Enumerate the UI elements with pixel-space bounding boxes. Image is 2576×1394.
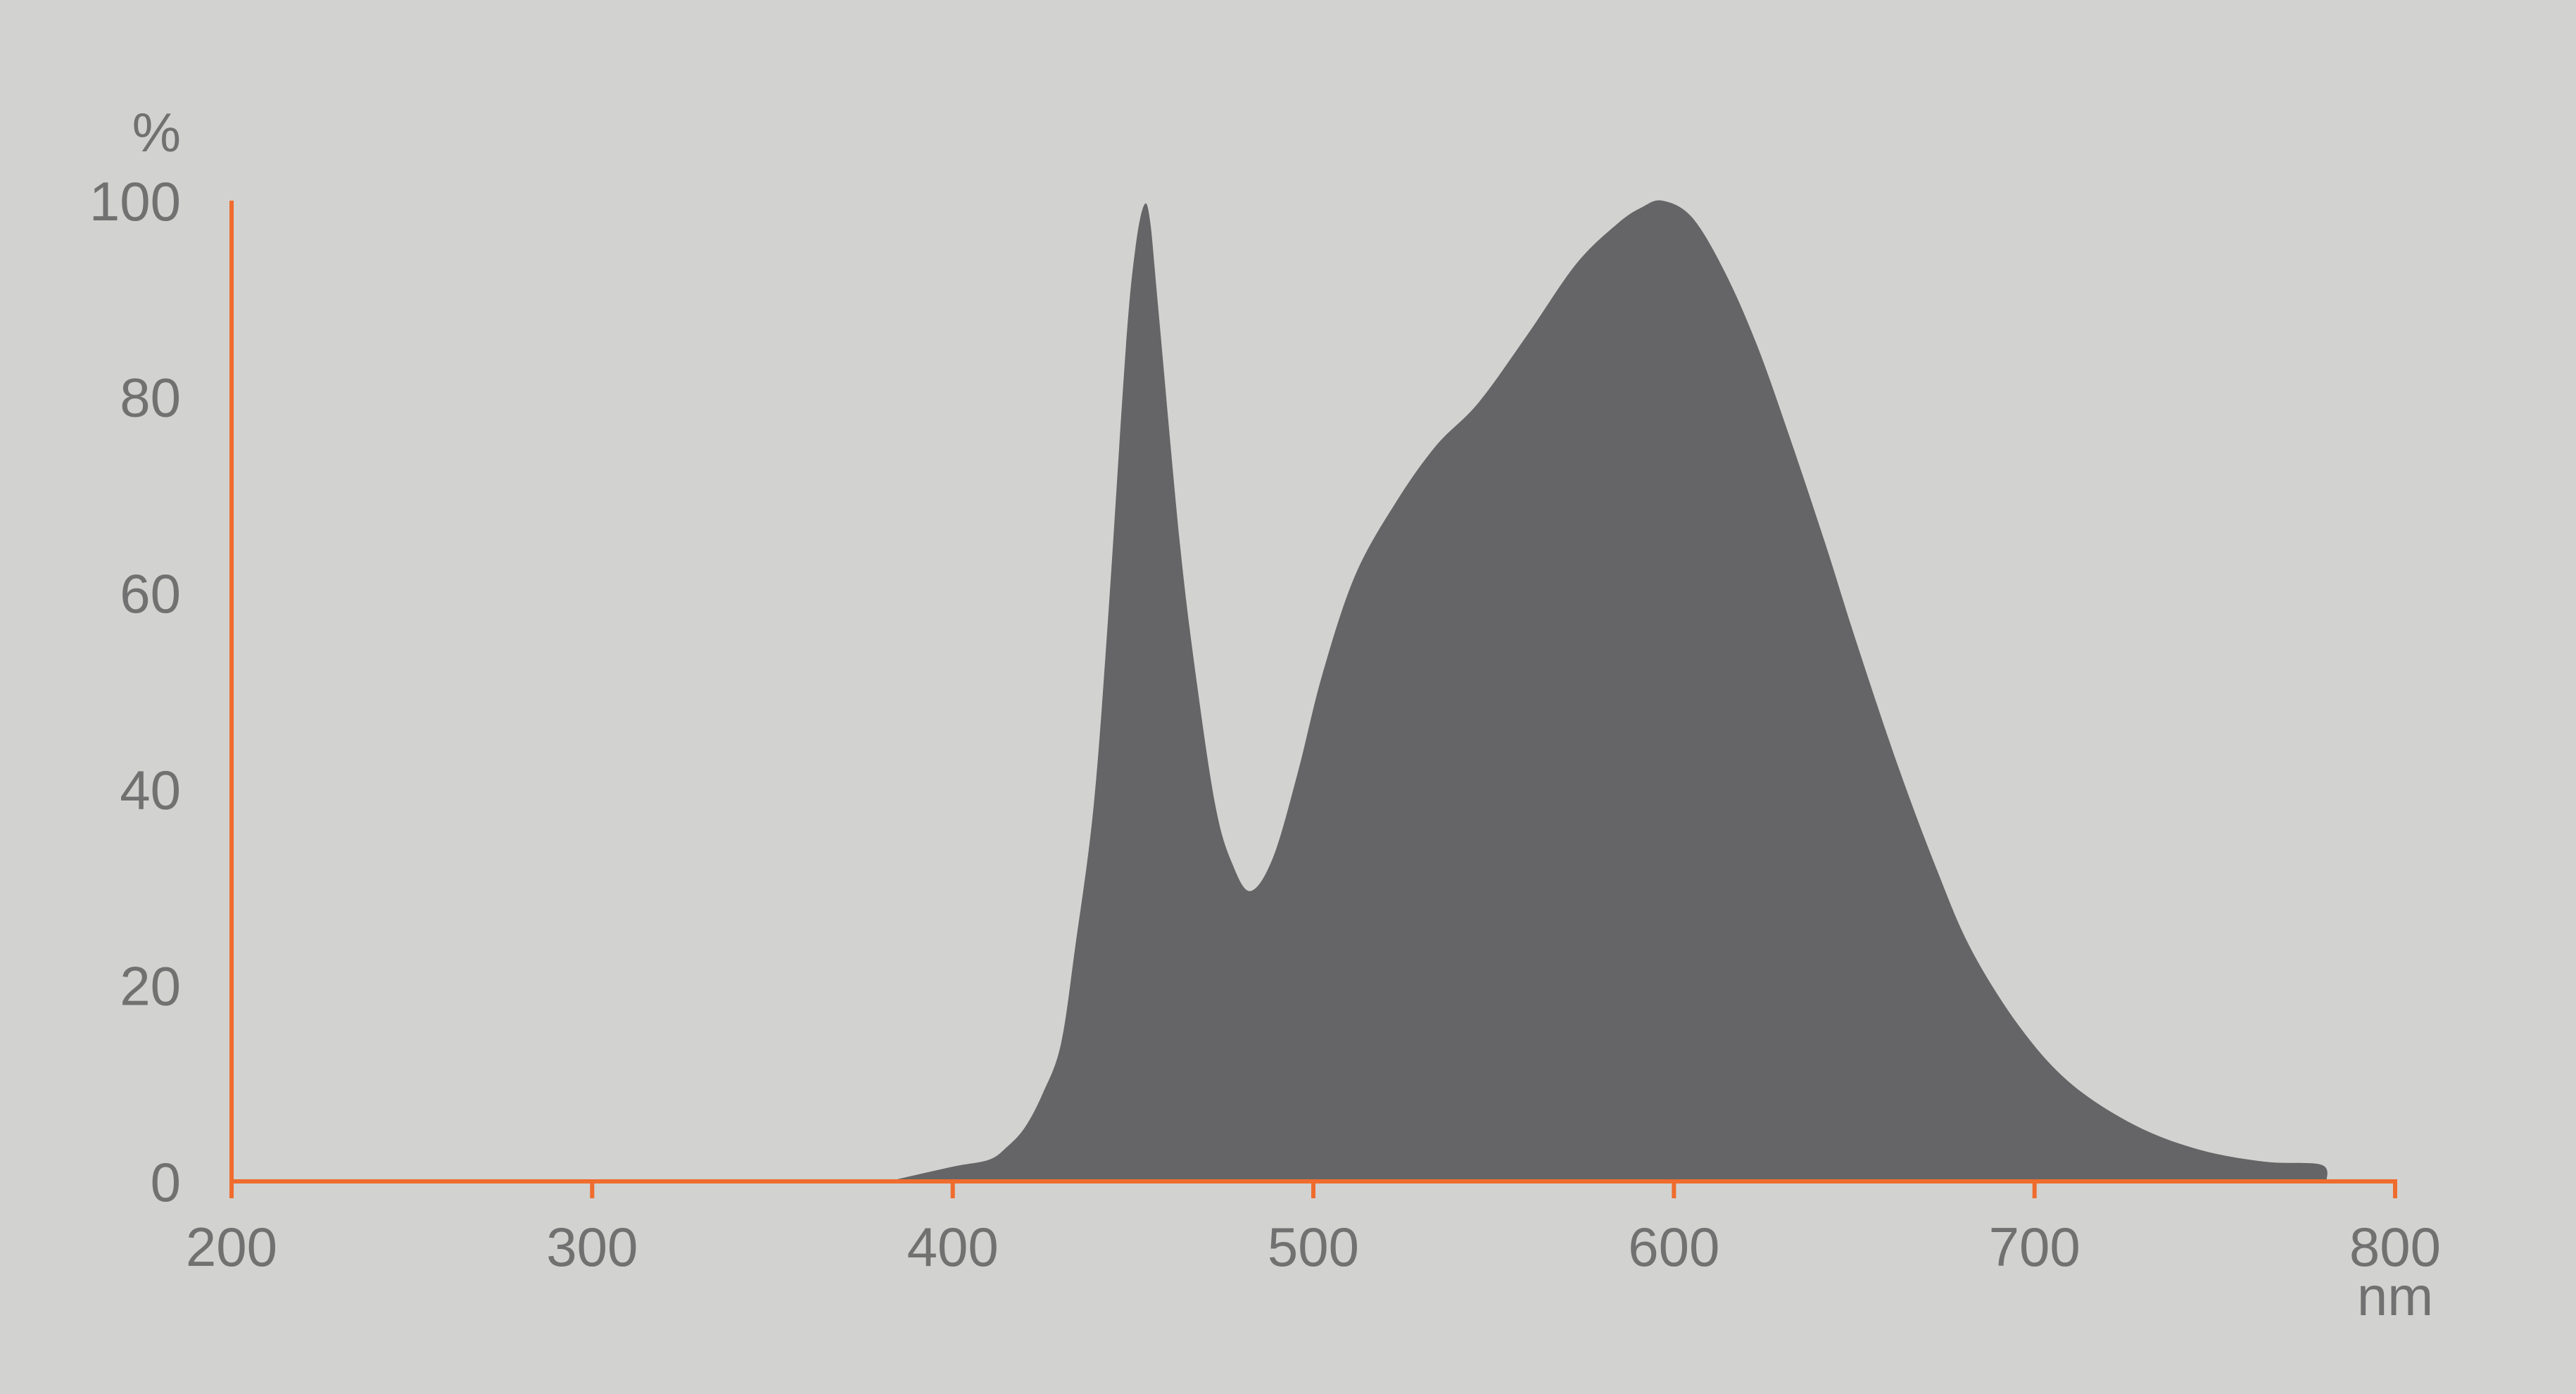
y-tick-label: 40 — [120, 759, 181, 821]
x-tick-label: 500 — [1268, 1216, 1359, 1278]
x-tick-label: 300 — [546, 1216, 638, 1278]
y-tick-label: 60 — [120, 563, 181, 624]
x-tick-label: 400 — [907, 1216, 999, 1278]
x-tick-label: 700 — [1989, 1216, 2081, 1278]
spectrum-area — [888, 200, 2328, 1182]
x-axis-unit-label: nm — [2357, 1265, 2433, 1327]
y-tick-label: 20 — [120, 955, 181, 1017]
x-tick-label: 200 — [186, 1216, 277, 1278]
y-axis-unit-label: % — [132, 101, 181, 163]
y-tick-label: 100 — [89, 170, 181, 232]
x-tick-label: 800 — [2349, 1216, 2441, 1278]
x-tick-label: 600 — [1628, 1216, 1719, 1278]
y-tick-label: 80 — [120, 367, 181, 429]
y-tick-label: 0 — [151, 1151, 181, 1213]
